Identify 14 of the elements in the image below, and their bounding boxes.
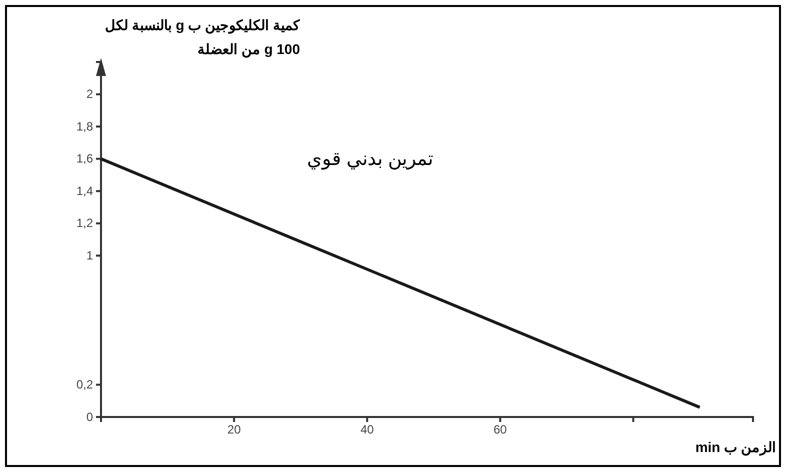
annotation: تمرين بدني قوي	[307, 149, 433, 170]
y-tick-label: 1	[86, 248, 94, 262]
x-axis-title: الزمن ب min	[695, 439, 776, 456]
y-tick-label: 1,8	[76, 119, 94, 134]
y-tick-label: 1,4	[76, 184, 94, 198]
y-tick-label: 0	[86, 410, 94, 424]
x-tick-label: 20	[227, 422, 242, 437]
y-tick-label: 2	[86, 87, 94, 102]
y-tick-label: 1,6	[76, 152, 94, 166]
x-tick-label: 40	[360, 422, 374, 437]
y-tick-label: 0,2	[76, 378, 94, 392]
y-tick-label: 1,2	[76, 216, 94, 230]
x-tick-label: 60	[494, 422, 508, 437]
y-axis-title: كمية الكليكوجين ب g بالنسبة لكل 100 g من العضلة	[104, 17, 300, 58]
